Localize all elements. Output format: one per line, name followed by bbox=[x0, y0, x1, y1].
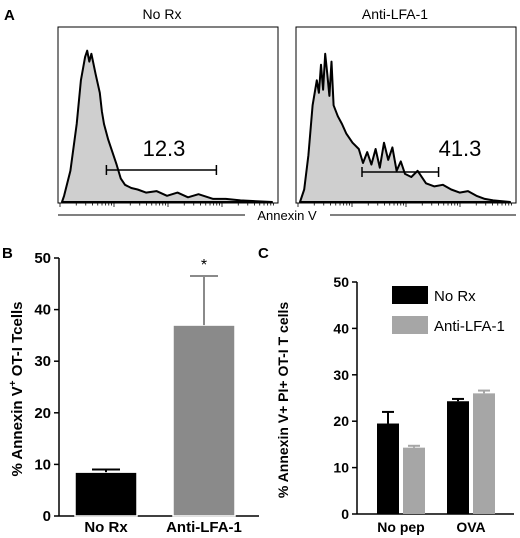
legend-label-anti-lfa1: Anti-LFA-1 bbox=[434, 318, 505, 335]
x-tick-label-b: No Rx bbox=[84, 519, 128, 536]
y-axis-label-b-suffix: OT-I Tcells bbox=[9, 301, 26, 380]
y-tick-label-c: 40 bbox=[333, 320, 349, 336]
y-tick-label-b: 0 bbox=[43, 508, 51, 525]
y-axis-label-b-sup: + bbox=[8, 380, 19, 386]
y-tick-label-c: 20 bbox=[333, 413, 349, 429]
panel-label-a: A bbox=[4, 7, 15, 24]
legend-label-no-rx: No Rx bbox=[434, 288, 476, 305]
x-tick-label-c: No pep bbox=[377, 519, 424, 535]
x-axis-label-annexin-v: Annexin V bbox=[257, 208, 317, 223]
bar-no-rx-no-pep bbox=[377, 423, 399, 514]
y-axis-label-b-prefix: % Annexin V bbox=[9, 386, 26, 476]
legend-swatch-no-rx bbox=[392, 286, 428, 304]
legend-swatch-anti-lfa1 bbox=[392, 316, 428, 334]
y-axis-label-b: % Annexin V+ OT-I Tcells bbox=[8, 301, 26, 476]
panel-label-b: B bbox=[2, 245, 13, 262]
bar-anti-lfa1-ova bbox=[473, 393, 495, 514]
y-tick-label-c: 10 bbox=[333, 460, 349, 476]
x-tick-label-b: Anti-LFA-1 bbox=[166, 519, 242, 536]
y-tick-label-c: 30 bbox=[333, 367, 349, 383]
x-tick-label-c: OVA bbox=[456, 519, 485, 535]
y-tick-label-b: 50 bbox=[34, 250, 51, 267]
histogram-no-rx bbox=[57, 26, 279, 207]
y-tick-label-b: 40 bbox=[34, 302, 51, 319]
bar-no-rx bbox=[74, 471, 138, 517]
y-tick-label-c: 50 bbox=[333, 274, 349, 290]
y-tick-label-c: 0 bbox=[341, 506, 349, 522]
histogram-area-anti-lfa1 bbox=[299, 52, 511, 203]
y-tick-label-b: 20 bbox=[34, 405, 51, 422]
panel-label-c: C bbox=[258, 245, 269, 262]
gate-percentage-no-rx: 12.3 bbox=[143, 136, 186, 161]
y-tick-label-b: 10 bbox=[34, 456, 51, 473]
y-axis-label-c: % Annexin V+ PI+ OT-I T cells bbox=[275, 302, 291, 499]
bar-chart-panel-c: % Annexin V+ PI+ OT-I T cells 0 10 20 30 40 5… bbox=[275, 274, 514, 535]
bar-anti-lfa1-no-pep bbox=[403, 447, 425, 514]
histogram-area-no-rx bbox=[61, 49, 273, 203]
histogram-anti-lfa1 bbox=[295, 26, 517, 207]
bar-anti-lfa1 bbox=[172, 324, 236, 517]
y-tick-label-b: 30 bbox=[34, 353, 51, 370]
histogram-title-no-rx: No Rx bbox=[143, 6, 182, 22]
gate-percentage-anti-lfa1: 41.3 bbox=[439, 136, 482, 161]
significance-asterisk: * bbox=[201, 257, 207, 274]
bar-no-rx-ova bbox=[447, 401, 469, 514]
histogram-title-anti-lfa1: Anti-LFA-1 bbox=[362, 6, 428, 22]
bar-chart-panel-b: % Annexin V+ OT-I Tcells 0 10 20 30 40 50 No R… bbox=[8, 250, 259, 536]
